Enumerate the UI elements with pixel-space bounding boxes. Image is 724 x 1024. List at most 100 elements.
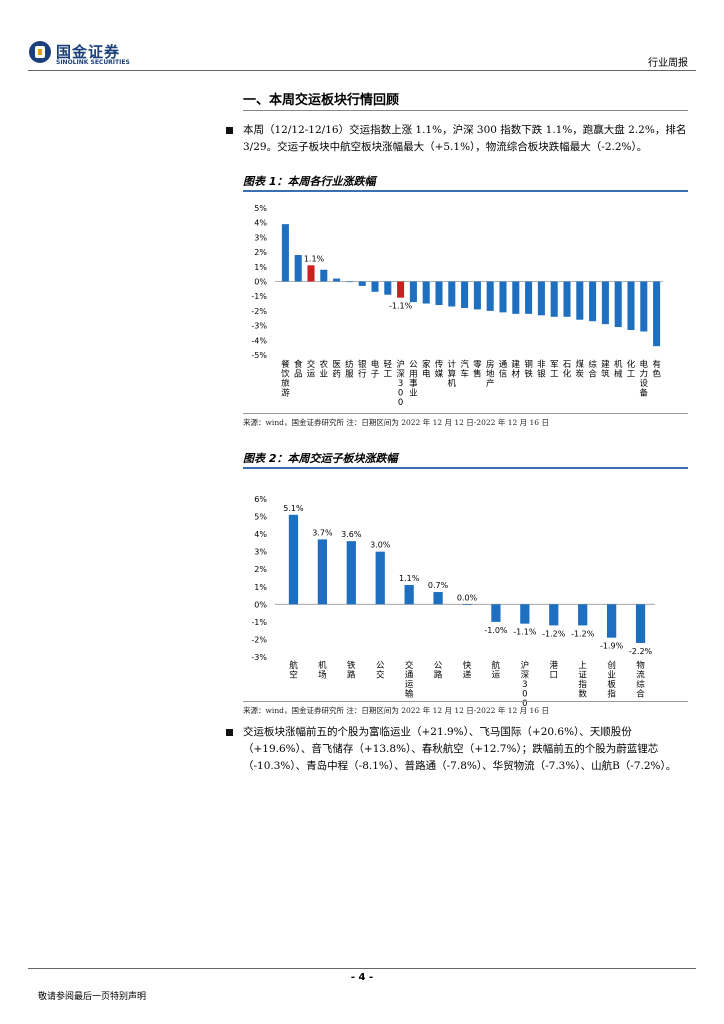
disclaimer: 敬请参阅最后一页特别声明: [38, 992, 147, 1002]
figure2-source: 来源：wind，国金证券研究所 注：日期区间为 2022 年 12 月 12 日…: [243, 706, 549, 715]
paragraph-summary: 本周（12/12-12/16）交运指数上涨 1.1%，沪深 300 指数下跌 1…: [226, 122, 693, 156]
data-label: -2.2%: [629, 647, 653, 656]
bar: [635, 604, 646, 643]
bar: [520, 604, 530, 624]
category-label: 农业: [320, 359, 329, 380]
page-number: - 4 -: [350, 972, 374, 983]
category-label: 公路: [434, 661, 443, 681]
category-label: 纺服: [345, 359, 354, 380]
bar: [606, 604, 617, 638]
bar: [409, 281, 417, 303]
category-label: 沪深 3 0 0: [521, 660, 530, 709]
paragraph-stocks: 交运板块涨幅前五的个股为富临运业（+21.9%）、飞马国际（+20.6%）、天顺…: [226, 724, 695, 775]
category-label: 食品: [294, 359, 303, 380]
section-divider: [243, 110, 688, 111]
bar: [422, 281, 430, 304]
y-tick-label: -3%: [251, 653, 267, 662]
category-label: 电子: [371, 359, 380, 380]
bar: [435, 281, 443, 306]
bar: [433, 592, 443, 605]
category-label: 房地产: [486, 359, 495, 389]
bar: [461, 281, 469, 308]
data-label: 1.1%: [399, 574, 420, 583]
data-label: 3.7%: [312, 528, 333, 537]
bar: [320, 269, 328, 282]
category-label: 通信: [499, 359, 508, 380]
category-label: 电力设备: [640, 359, 649, 399]
bar: [346, 541, 356, 605]
category-label: 公交: [376, 661, 385, 681]
transport-sub-sector-chart: 6% 5% 4% 3% 2% 1% 0% -1% -2% -3% 5.1% 航空 3.7% 机场 3.6% 铁…: [243, 472, 688, 709]
bar: [384, 281, 392, 295]
report-type: 行业周报: [648, 58, 688, 69]
bar: [653, 281, 661, 347]
y-tick-label: 0%: [254, 600, 267, 609]
category-label: 银行: [358, 359, 367, 380]
data-label: 5.1%: [283, 504, 304, 513]
y-tick-label: 2%: [254, 565, 267, 574]
y-tick-label: -1%: [251, 618, 267, 627]
bar: [549, 604, 559, 626]
section-title: 一、本周交运板块行情回顾: [243, 93, 400, 108]
category-label: 煤炭: [576, 359, 585, 380]
bar: [375, 551, 385, 605]
bar: [397, 281, 405, 298]
category-label: 机械: [614, 359, 623, 380]
bar: [512, 281, 520, 314]
category-label: 建筑: [601, 359, 610, 380]
figure1-source: 来源：wind，国金证券研究所 注：日期区间为 2022 年 12 月 12 日…: [243, 418, 549, 427]
category-label: 航空: [289, 660, 298, 681]
bar: [317, 539, 328, 605]
logo-text-cn: 国金证券: [56, 43, 121, 61]
y-tick-label: 4%: [254, 219, 267, 228]
data-label: -1.1%: [389, 302, 413, 311]
category-label: 交运: [307, 359, 316, 380]
bar: [294, 255, 302, 282]
data-label: 1.1%: [304, 254, 325, 263]
bar: [563, 281, 571, 317]
category-label: 化工: [627, 359, 636, 380]
bar: [486, 281, 494, 311]
category-label: 快递: [463, 660, 472, 681]
category-label: 家电: [422, 359, 431, 380]
figure2-rule: [243, 467, 688, 469]
industry-change-chart: 5% 4% 3% 2% 1% 0% -1% -2% -3% -4% -5% 餐饮旅游 食品 1.1% 交运农…: [243, 195, 688, 410]
data-label: -1.9%: [600, 642, 624, 651]
category-label: 创业板指: [607, 660, 616, 700]
y-tick-label: 4%: [254, 530, 267, 539]
bar: [462, 604, 472, 605]
category-label: 公用事业: [409, 360, 418, 399]
company-logo: 国金证券 SINOLINK SECURITIES: [28, 40, 148, 68]
bar: [281, 224, 289, 282]
y-tick-label: -1%: [251, 292, 267, 301]
category-label: 物流综合: [636, 660, 645, 700]
data-label: -1.0%: [484, 626, 508, 635]
category-label: 军工: [550, 360, 559, 380]
category-label: 计算机: [448, 359, 457, 389]
y-tick-label: 3%: [254, 233, 267, 242]
category-label: 交通运输: [405, 660, 414, 700]
bar: [473, 281, 481, 310]
data-label: -1.1%: [513, 628, 537, 637]
data-label: -1.2%: [571, 629, 595, 638]
category-label: 建材: [512, 359, 521, 380]
figure1-source-rule: [243, 413, 688, 414]
data-label: 3.6%: [341, 530, 362, 539]
category-label: 餐饮旅游: [281, 360, 290, 399]
y-tick-label: 2%: [254, 248, 267, 257]
bar: [525, 281, 533, 314]
figure1-title: 图表 1：本周各行业涨跌幅: [243, 175, 376, 188]
bar: [448, 281, 456, 307]
y-tick-label: -2%: [251, 307, 267, 316]
chart-svg: 6% 5% 4% 3% 2% 1% 0% -1% -2% -3% 5.1% 航空 3.7% 机场 3.6% 铁…: [251, 495, 655, 709]
logo-text-en: SINOLINK SECURITIES: [56, 59, 130, 66]
y-tick-label: 3%: [254, 548, 267, 557]
bar: [614, 281, 622, 328]
bullet-icon: [226, 127, 233, 134]
category-label: 沪深 3 0 0: [396, 359, 405, 408]
category-label: 零售: [473, 360, 482, 380]
figure2-source-rule: [243, 701, 688, 702]
category-label: 汽车: [460, 359, 469, 380]
category-label: 医药: [332, 360, 341, 380]
